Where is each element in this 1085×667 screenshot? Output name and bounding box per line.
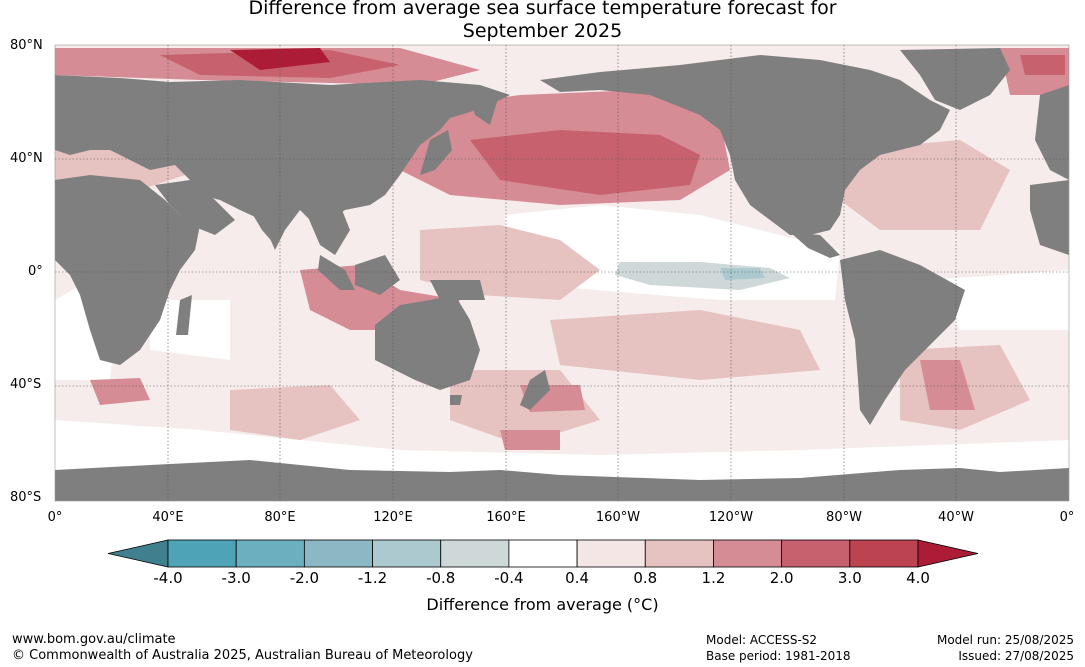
- map-title-line-1: Difference from average sea surface temp…: [248, 0, 837, 19]
- land-new-guinea: [430, 280, 485, 300]
- colorbar-tick-label: -1.2: [357, 569, 388, 587]
- land-western-europe: [1035, 85, 1069, 180]
- map-title-line-2: September 2025: [462, 20, 623, 42]
- land-africa: [55, 175, 200, 365]
- strong-warm-anomaly: [1020, 55, 1065, 75]
- weak-warm-anomaly: [550, 310, 820, 380]
- lat-label: 80°N: [10, 38, 43, 53]
- colorbar-extend-high: [917, 539, 979, 568]
- land-india: [245, 190, 290, 245]
- land-greenland: [900, 48, 1010, 110]
- land-indonesia: [355, 255, 400, 295]
- lat-label: 0°: [28, 264, 43, 279]
- colorbar: [107, 539, 979, 568]
- colorbar-tick-label: 1.2: [701, 569, 726, 587]
- land-new-zealand: [520, 370, 550, 410]
- footer-model: Model: ACCESS-S2: [706, 633, 818, 647]
- neutral-anomaly-zone: [930, 270, 1069, 330]
- lon-label: 160°E: [486, 510, 526, 525]
- footer-base-period: Base period: 1981-2018: [706, 649, 851, 663]
- lat-label: 40°S: [10, 377, 42, 392]
- footer-copyright: © Commonwealth of Australia 2025, Austra…: [12, 648, 473, 663]
- colorbar-segment: [781, 539, 851, 568]
- weak-warm-anomaly: [230, 385, 360, 440]
- colorbar-tick-label: 2.0: [769, 569, 794, 587]
- footer-model-run: Model run: 25/08/2025: [936, 633, 1074, 647]
- lat-label: 80°S: [10, 490, 42, 505]
- colorbar-tick-label: 3.0: [837, 569, 862, 587]
- land-west-africa-edge: [1030, 180, 1069, 255]
- moderate-warm-anomaly: [500, 430, 560, 450]
- graticule: [55, 45, 1069, 501]
- land-eurasia: [55, 75, 510, 250]
- colorbar-tick-label: 4.0: [906, 569, 930, 587]
- land-arabia: [155, 180, 235, 235]
- colorbar-tick-label: -0.4: [494, 569, 524, 587]
- lon-label: 40°W: [938, 510, 974, 525]
- footer-url: www.bom.gov.au/climate: [12, 632, 176, 647]
- colorbar-segment: [713, 539, 783, 568]
- moderate-warm-anomaly: [920, 360, 975, 410]
- lon-label: 160°W: [595, 510, 641, 525]
- colorbar-tick-label: -0.8: [426, 569, 456, 587]
- land-antarctica: [55, 460, 1069, 501]
- colorbar-segment: [235, 539, 305, 568]
- colorbar-tick-label: -3.0: [221, 569, 251, 587]
- land-kamchatka: [470, 92, 500, 125]
- colorbar-segment: [303, 539, 373, 568]
- lon-label: 120°W: [708, 510, 754, 525]
- footer-issued: Issued: 27/08/2025: [958, 649, 1074, 663]
- colorbar-tick-label: 0.8: [633, 569, 658, 587]
- colorbar-extend-low: [107, 539, 169, 568]
- lat-label: 40°N: [10, 151, 43, 166]
- colorbar-tick-label: -4.0: [153, 569, 183, 587]
- cool-anomaly: [720, 268, 765, 280]
- land-madagascar: [176, 295, 192, 335]
- lon-label: 80°E: [264, 510, 296, 525]
- colorbar-segment: [372, 539, 442, 568]
- lon-label: 0°: [1059, 510, 1075, 525]
- strong-warm-anomaly: [470, 130, 700, 195]
- colorbar-title: Difference from average (°C): [426, 595, 659, 614]
- colorbar-segment: [167, 539, 237, 568]
- land-australia: [375, 295, 480, 390]
- land-japan: [420, 130, 452, 175]
- colorbar-segment: [440, 539, 510, 568]
- colorbar-segment: [576, 539, 646, 568]
- land-north-america: [540, 55, 950, 235]
- neutral-anomaly-zone: [150, 300, 230, 360]
- land-central-america: [790, 232, 840, 258]
- weak-warm-anomaly: [840, 140, 1010, 230]
- land: [55, 48, 1069, 501]
- colorbar-tick-label: -2.0: [289, 569, 319, 587]
- colorbar-tick-label: 0.4: [565, 569, 590, 587]
- moderate-warm-anomaly: [90, 378, 150, 405]
- colorbar-segment: [508, 539, 578, 568]
- lon-label: 120°E: [373, 510, 413, 525]
- land-sumatra: [318, 255, 355, 290]
- lon-label: 80°W: [826, 510, 862, 525]
- land-southeast-asia: [305, 205, 350, 255]
- colorbar-segment: [849, 539, 919, 568]
- land-tasmania: [450, 395, 462, 405]
- colorbar-segment: [644, 539, 714, 568]
- lon-label: 0°: [47, 510, 63, 525]
- lon-label: 40°E: [152, 510, 184, 525]
- land-south-america: [840, 250, 965, 425]
